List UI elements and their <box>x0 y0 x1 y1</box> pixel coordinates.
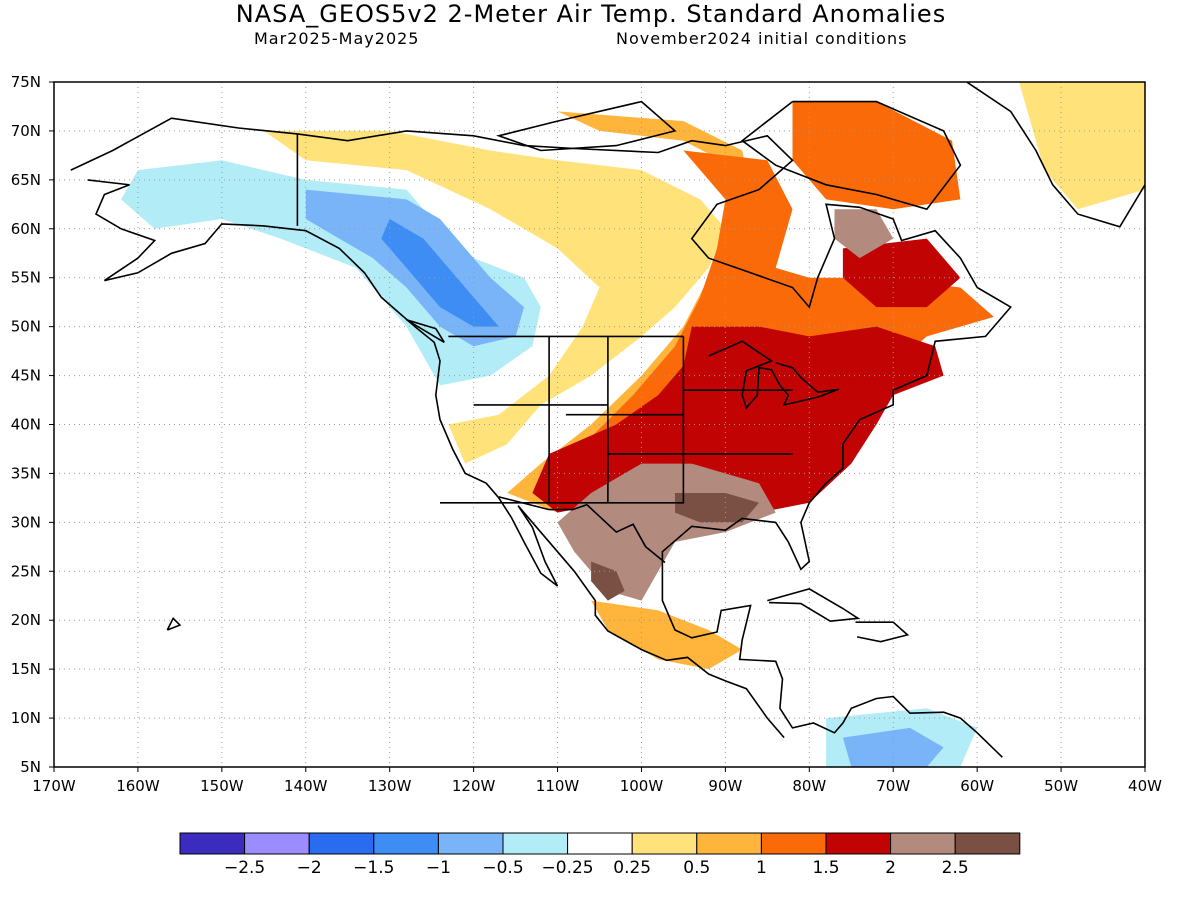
anomaly-region-14 <box>591 600 743 670</box>
colorbar-label: 1 <box>756 858 767 878</box>
coastline-path <box>740 100 962 211</box>
chart-title: NASA_GEOS5v2 2-Meter Air Temp. Standard … <box>235 0 947 28</box>
lat-label: 10N <box>11 709 41 727</box>
lon-label: 100W <box>620 777 664 795</box>
colorbar-swatch <box>373 832 439 855</box>
lat-label: 25N <box>11 562 41 580</box>
lat-label: 65N <box>11 171 41 189</box>
lon-label: 60W <box>960 777 994 795</box>
lat-label: 55N <box>11 269 41 287</box>
anomaly-region-13 <box>1019 82 1145 210</box>
colorbar-swatch <box>954 832 1021 855</box>
initial-conditions: November2024 initial conditions <box>616 29 908 48</box>
lon-label: 130W <box>368 777 412 795</box>
anomaly-region-10 <box>834 209 894 259</box>
lon-label: 120W <box>452 777 496 795</box>
colorbar-label: −1 <box>426 858 451 878</box>
colorbar-swatch <box>567 832 633 855</box>
colorbar-swatch <box>631 832 698 855</box>
coastlines <box>70 4 1145 758</box>
anomaly-fill-layer <box>121 82 1145 767</box>
lon-label: 150W <box>200 777 244 795</box>
forecast-period: Mar2025-May2025 <box>254 29 420 48</box>
lon-label: 50W <box>1044 777 1078 795</box>
lat-label: 75N <box>11 73 41 91</box>
colorbar-swatch <box>825 832 892 855</box>
colorbar-swatch <box>890 832 956 855</box>
lon-label: 110W <box>536 777 580 795</box>
colorbar-label: −0.25 <box>542 858 594 878</box>
lat-label: 70N <box>11 122 41 140</box>
lat-label: 45N <box>11 367 41 385</box>
anomaly-region-3 <box>263 130 726 464</box>
coastline-path <box>70 117 1012 758</box>
lat-label: 5N <box>20 758 41 776</box>
colorbar-swatch <box>760 832 827 855</box>
coastline-path <box>440 336 685 504</box>
coastline-path <box>87 179 785 739</box>
lon-label: 80W <box>792 777 826 795</box>
anomaly-region-7 <box>532 326 944 513</box>
lat-label: 35N <box>11 464 41 482</box>
axis-labels: 75N 70N 65N 60N 55N 50N 45N 40N 35N 30N 25N 20N 15N 1… <box>11 73 1162 795</box>
lat-label: 50N <box>11 318 41 336</box>
colorbar-label: 0.5 <box>683 858 710 878</box>
anomaly-region-2 <box>381 219 499 327</box>
lon-label: 140W <box>284 777 328 795</box>
coastline-path <box>965 82 1145 228</box>
colorbar-label: 0.25 <box>613 858 651 878</box>
coastline-path <box>868 4 1145 53</box>
colorbar-swatch <box>696 832 762 855</box>
lon-label: 170W <box>32 777 76 795</box>
coastline-path <box>498 496 666 564</box>
lat-label: 40N <box>11 416 41 434</box>
coastline-path <box>406 319 445 343</box>
colorbar-swatch <box>308 832 375 855</box>
colorbar-label: 1.5 <box>812 858 839 878</box>
colorbar-label: −1.5 <box>353 858 394 878</box>
colorbar-swatch <box>437 832 504 855</box>
lon-label: 40W <box>1128 777 1162 795</box>
coastline-path <box>767 588 861 623</box>
colorbar-label: 2.5 <box>942 858 969 878</box>
colorbar-swatch <box>502 832 569 855</box>
colorbar-label: −0.5 <box>482 858 523 878</box>
lon-label: 160W <box>116 777 160 795</box>
coastline-path <box>855 621 910 643</box>
lon-label: 90W <box>708 777 742 795</box>
coastline-path <box>166 616 182 631</box>
lat-label: 30N <box>11 513 41 531</box>
colorbar-label: −2.5 <box>224 858 265 878</box>
lat-label: 20N <box>11 611 41 629</box>
coastline-path <box>496 100 677 152</box>
lat-label: 15N <box>11 660 41 678</box>
anomaly-region-6 <box>792 101 961 210</box>
lon-label: 70W <box>876 777 910 795</box>
coastline-path <box>708 340 839 410</box>
colorbar-swatch <box>179 832 246 855</box>
colorbar-label: 2 <box>885 858 896 878</box>
colorbar-label: −2 <box>297 858 322 878</box>
colorbar: −2.5 −2 −1.5 −1 −0.5 −0.25 0.25 0.5 1 1.5 2 2.5 <box>179 832 1021 878</box>
anomaly-region-11 <box>675 493 759 523</box>
anomaly-region-8 <box>842 238 961 308</box>
lat-label: 60N <box>11 220 41 238</box>
colorbar-swatch <box>244 832 310 855</box>
